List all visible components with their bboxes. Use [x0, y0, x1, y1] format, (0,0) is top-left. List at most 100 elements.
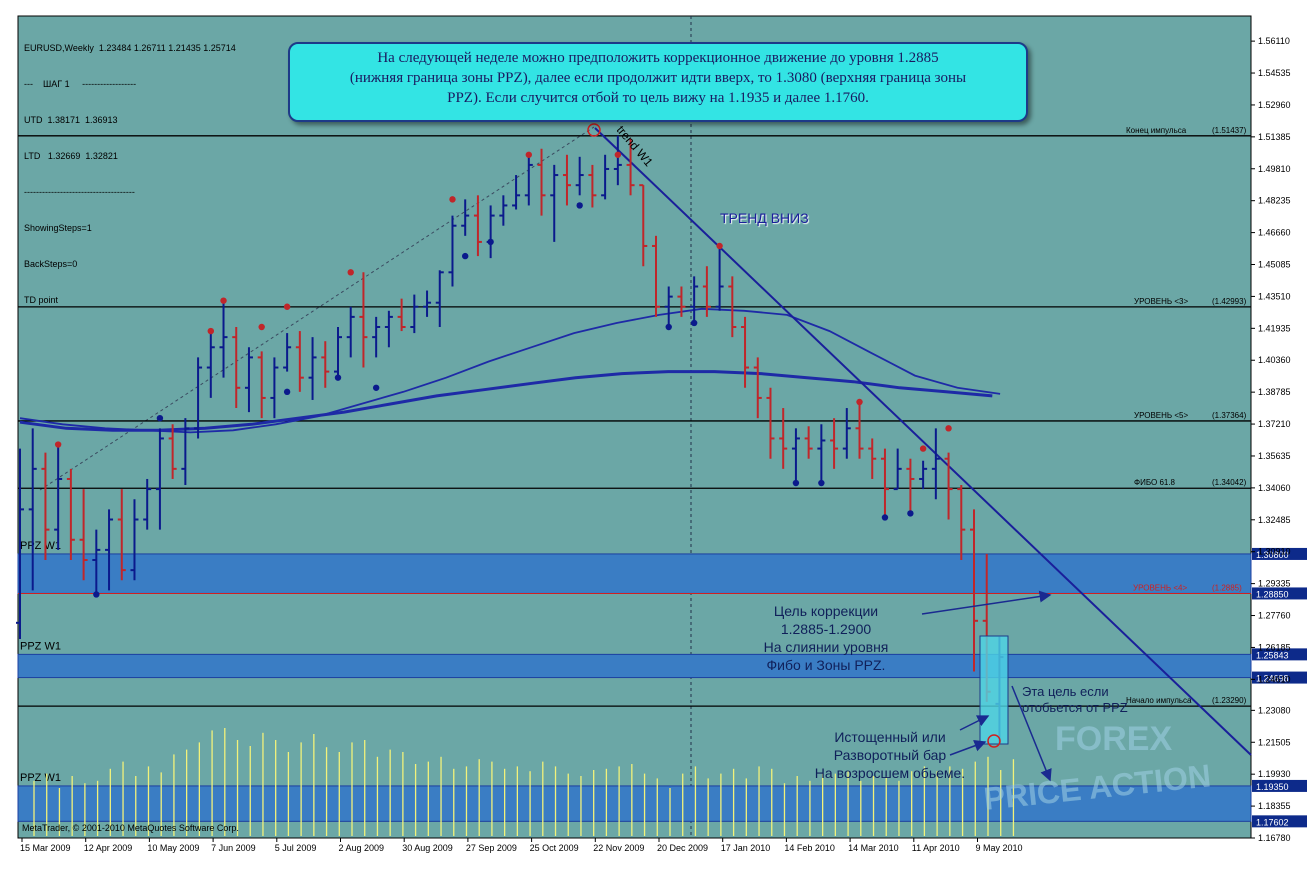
ohlc-bar	[970, 509, 978, 672]
ohlc-bar	[741, 316, 750, 388]
moving-average-fast	[19, 307, 1001, 434]
indicator-info: EURUSD,Weekly 1.23484 1.26711 1.21435 1.…	[24, 18, 236, 318]
swing-high-marker	[856, 398, 863, 406]
level-value: (1.51437)	[1212, 126, 1247, 135]
y-tick-label: 1.19930	[1258, 769, 1291, 779]
swing-low-marker	[665, 323, 672, 331]
ohlc-bar	[461, 199, 470, 236]
swing-high-marker	[716, 242, 723, 250]
x-tick-label: 2 Aug 2009	[339, 843, 385, 853]
copyright: MetaTrader, © 2001-2010 MetaQuotes Softw…	[22, 823, 239, 833]
zone-bottom-badge-text: 1.24698	[1256, 674, 1289, 684]
swing-low-marker	[93, 591, 100, 598]
ohlc-bar	[588, 164, 597, 208]
swing-high-marker	[258, 323, 265, 331]
ohlc-bar	[868, 438, 877, 479]
ohlc-bar	[270, 357, 279, 419]
ohlc-bar	[855, 401, 864, 459]
ohlc-bar	[880, 448, 889, 518]
ohlc-bar	[664, 286, 673, 328]
ohlc-bar	[753, 357, 762, 419]
ohlc-bar	[334, 327, 342, 378]
ohlc-bar	[16, 448, 24, 640]
zone-bottom-badge	[1252, 587, 1307, 600]
swing-low-marker	[462, 252, 469, 260]
ppz-zone-label: PPZ W1	[20, 640, 61, 652]
bounce-note: Эта цель если	[1022, 684, 1109, 699]
ohlc-bar	[893, 448, 902, 491]
zone-bottom-badge	[1252, 671, 1307, 684]
target-note: Фибо и Зоны PPZ.	[767, 657, 886, 673]
x-tick-label: 11 Apr 2010	[912, 843, 960, 853]
y-tick-label: 1.52960	[1258, 100, 1291, 110]
bounce-note: отобьется от PPZ	[1022, 700, 1128, 715]
y-tick-label: 1.56110	[1258, 36, 1290, 46]
ohlc-bar	[931, 428, 940, 500]
target-note: 1.2885-1.2900	[781, 621, 872, 637]
y-tick-label: 1.21505	[1258, 737, 1291, 747]
ohlc-bar	[791, 428, 800, 484]
swing-low-marker	[907, 510, 914, 517]
ppz-zone	[17, 653, 1252, 679]
y-tick-label: 1.43510	[1258, 291, 1291, 301]
callout-line: PPZ). Если случится отбой то цель вижу н…	[447, 90, 869, 106]
ohlc-bar	[639, 184, 648, 267]
plot-frame	[17, 15, 1252, 839]
swing-low-marker	[372, 384, 380, 391]
swing-high-marker	[347, 269, 354, 276]
ohlc-bar	[690, 276, 699, 323]
ppz-zone	[17, 553, 1252, 594]
level-value: (1.37364)	[1212, 411, 1247, 420]
x-tick-label: 7 Jun 2009	[211, 843, 256, 853]
ohlc-bar	[308, 337, 317, 400]
zone-top-badge	[1252, 779, 1307, 792]
ohlc-bar	[54, 444, 63, 550]
y-tick-label: 1.18355	[1258, 801, 1291, 811]
y-tick-label: 1.45085	[1258, 260, 1291, 270]
zone-top-badge	[1252, 547, 1307, 560]
reversal-circle	[987, 734, 1001, 748]
ohlc-bar	[842, 408, 851, 459]
annotation-arrow	[921, 590, 1052, 615]
swing-high-marker	[283, 303, 291, 310]
level-value: (1.34042)	[1212, 478, 1247, 487]
y-tick-label: 1.51385	[1258, 132, 1291, 142]
level-label: УРОВЕНЬ <3>	[1134, 297, 1189, 306]
ohlc-bar	[435, 270, 444, 328]
ohlc-bar	[779, 408, 788, 469]
swing-low-marker	[690, 319, 698, 327]
reversal-note: На возросшем обьеме.	[815, 765, 965, 781]
ohlc-bar	[206, 331, 215, 398]
info-line: ShowingSteps=1	[24, 223, 92, 233]
y-tick-label: 1.29335	[1258, 579, 1291, 589]
zone-top-badge-text: 1.19350	[1256, 782, 1289, 792]
info-line: TD point	[24, 295, 59, 305]
level-value: (1.42993)	[1212, 297, 1247, 306]
ohlc-bar	[346, 306, 355, 358]
ohlc-bar	[715, 245, 724, 311]
ohlc-bar	[397, 298, 406, 332]
zone-bottom-badge-text: 1.28850	[1256, 589, 1289, 599]
ohlc-bar	[728, 276, 737, 338]
swing-low-marker	[283, 388, 291, 396]
info-line: -------------------------------------	[24, 187, 135, 197]
x-tick-label: 17 Jan 2010	[721, 843, 771, 853]
moving-average-slow	[19, 370, 993, 432]
ohlc-bar	[92, 529, 101, 595]
ohlc-bar	[804, 426, 813, 459]
annotation-arrow	[949, 740, 987, 756]
trend-down-line	[594, 127, 1252, 756]
ohlc-bar	[575, 156, 584, 196]
reversal-bar-highlight	[979, 635, 1009, 745]
ohlc-bar	[181, 418, 190, 486]
x-tick-label: 25 Oct 2009	[530, 843, 579, 853]
y-tick-label: 1.49810	[1258, 164, 1291, 174]
info-line: --- ШАГ 1 ------------------	[24, 79, 137, 89]
ohlc-bar	[321, 341, 330, 388]
swing-high-marker	[614, 151, 622, 158]
x-tick-label: 12 Apr 2009	[84, 843, 133, 853]
y-tick-label: 1.32485	[1258, 515, 1291, 525]
ohlc-bar	[359, 272, 368, 368]
ohlc-bar	[817, 424, 826, 484]
